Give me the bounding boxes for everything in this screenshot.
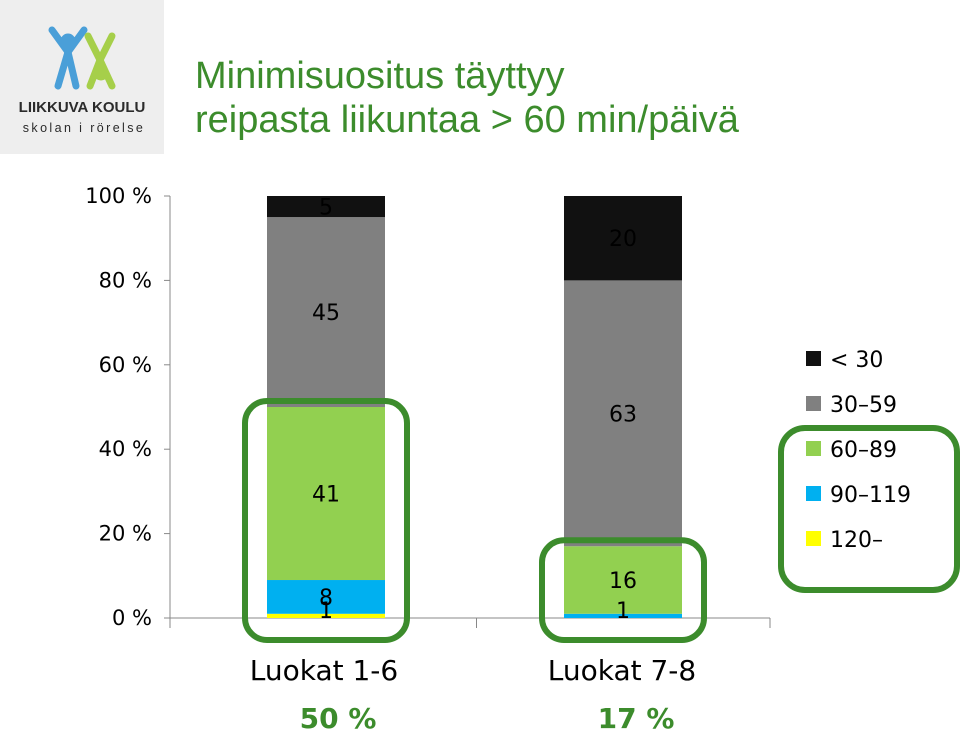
bar-segment — [267, 196, 385, 218]
data-label: 8 — [319, 586, 333, 611]
data-label: 20 — [609, 227, 637, 252]
bar-segment — [267, 217, 385, 407]
bar-segment — [267, 407, 385, 581]
data-label: 45 — [312, 301, 340, 326]
category-label: Luokat 1-6 — [250, 654, 398, 687]
bar-segment — [564, 196, 682, 281]
legend-label: 90–119 — [830, 483, 911, 508]
category-percentage: 50 % — [300, 702, 377, 735]
chart-bars — [267, 196, 682, 618]
highlight-box — [242, 398, 410, 643]
legend-label: 60–89 — [830, 438, 897, 463]
logo-figure-green — [84, 32, 116, 90]
y-tick-label: 100 % — [85, 184, 152, 208]
y-tick-label: 40 % — [99, 437, 152, 461]
y-tick-label: 60 % — [99, 353, 152, 377]
legend-swatch — [806, 531, 821, 546]
data-label: 1 — [319, 599, 333, 624]
legend-highlight-box — [778, 425, 960, 593]
highlight-box — [539, 537, 707, 644]
bar-segment — [564, 546, 682, 614]
data-label: 16 — [609, 569, 637, 594]
bar-segment — [267, 613, 385, 618]
category-label: Luokat 7-8 — [548, 654, 696, 687]
bar-segment — [267, 580, 385, 614]
legend-label: 30–59 — [830, 393, 897, 418]
chart-legend: < 30 30–59 60–89 90–119 120– — [778, 348, 960, 593]
legend-swatch — [806, 441, 821, 456]
logo-tagline-text: skolan i rörelse — [23, 121, 145, 135]
category-percentage: 17 % — [598, 702, 675, 735]
data-label: 1 — [616, 599, 630, 624]
legend-label: 120– — [830, 528, 883, 553]
page-title-line-1: Minimisuositus täyttyy — [195, 55, 565, 97]
data-label: 41 — [312, 483, 340, 508]
legend-swatch — [806, 351, 821, 366]
logo-background — [0, 0, 164, 154]
category-labels: Luokat 1-6 50 % Luokat 7-8 17 % — [250, 654, 696, 735]
highlight-boxes — [242, 398, 707, 644]
y-tick-label: 20 % — [99, 522, 152, 546]
logo-name-text: LIIKKUVA KOULU — [19, 99, 146, 116]
data-label: 5 — [319, 196, 333, 221]
bar-segment — [564, 613, 682, 618]
legend-swatch — [806, 396, 821, 411]
page-title-line-2: reipasta liikuntaa > 60 min/päivä — [195, 99, 739, 141]
liikkuva-koulu-logo: LIIKKUVA KOULU skolan i rörelse — [0, 0, 170, 160]
bar-segment — [564, 280, 682, 547]
legend-swatch — [806, 486, 821, 501]
legend-label: < 30 — [830, 348, 883, 373]
data-label: 63 — [609, 402, 637, 427]
y-tick-label: 80 % — [99, 268, 152, 292]
logo-figure-blue — [48, 26, 88, 90]
logo-graphic: LIIKKUVA KOULU skolan i rörelse — [0, 0, 164, 154]
y-tick-label: 0 % — [112, 606, 152, 630]
